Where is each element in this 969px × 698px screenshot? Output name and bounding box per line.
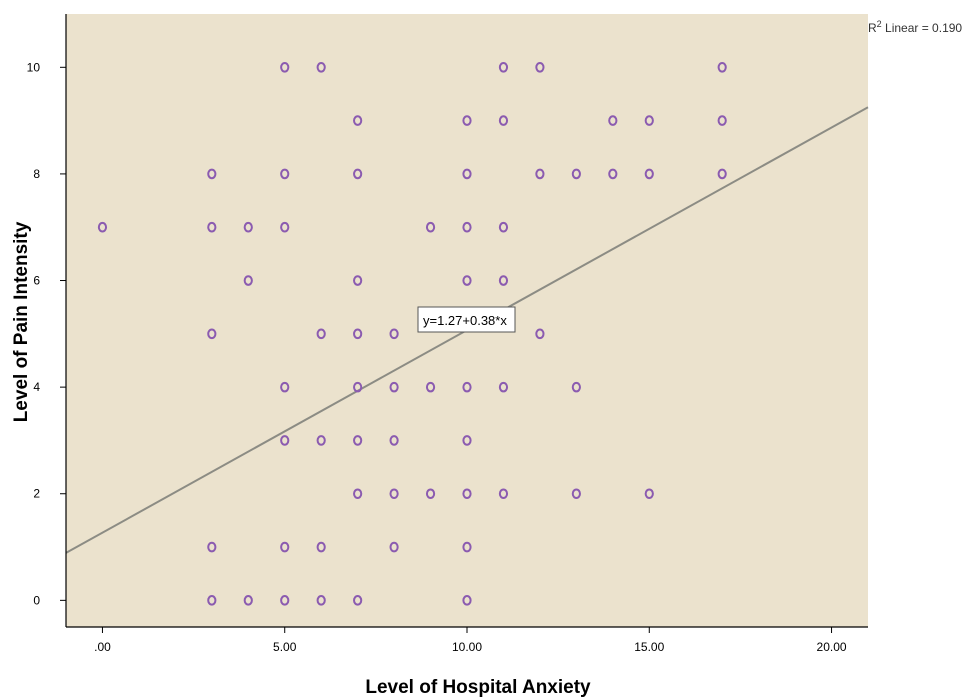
data-point [280, 595, 290, 606]
data-point [571, 168, 581, 180]
data-point [717, 62, 727, 73]
data-point [644, 168, 654, 180]
data-point [353, 275, 363, 286]
data-point [207, 541, 217, 553]
y-tick-label: 8 [33, 167, 40, 181]
data-point [243, 221, 253, 233]
data-point [535, 62, 545, 73]
data-point [389, 541, 399, 553]
data-point [353, 488, 363, 500]
data-point [498, 275, 509, 286]
data-points [97, 62, 727, 606]
data-point [462, 595, 472, 606]
data-point [644, 115, 654, 126]
data-point [280, 62, 290, 73]
data-point [498, 381, 509, 393]
data-point [389, 435, 399, 446]
data-point [608, 115, 618, 126]
data-point [425, 488, 436, 500]
data-point [462, 275, 472, 286]
data-point [498, 221, 509, 233]
data-point [353, 328, 363, 340]
x-tick-label: 15.00 [634, 640, 664, 654]
y-tick-label: 6 [33, 274, 40, 288]
data-point [462, 221, 472, 233]
x-tick-label: 20.00 [817, 640, 847, 654]
data-point [498, 488, 509, 500]
data-point [316, 595, 326, 606]
data-point [353, 595, 363, 606]
equation-text: y=1.27+0.38*x [423, 313, 507, 328]
data-point [316, 435, 326, 446]
x-tick-label: .00 [94, 640, 111, 654]
data-point [425, 381, 436, 393]
data-point [535, 328, 545, 340]
y-axis-title: Level of Pain Intensity [11, 221, 32, 422]
data-point [644, 488, 654, 500]
data-point [571, 488, 581, 500]
data-point [353, 381, 363, 393]
data-point [389, 488, 399, 500]
data-point [280, 168, 290, 180]
x-tick-label: 5.00 [273, 640, 297, 654]
data-point [316, 62, 326, 73]
y-tick-label: 4 [33, 380, 40, 394]
data-point [462, 115, 472, 126]
y-axis-ticks: 0 2 4 6 8 10 [27, 60, 66, 607]
data-point [498, 115, 509, 126]
y-tick-label: 10 [27, 60, 41, 74]
data-point [462, 435, 472, 446]
data-point [425, 221, 436, 233]
data-point [207, 221, 217, 233]
equation-label: y=1.27+0.38*x [417, 306, 516, 333]
r2-superscript: 2 [877, 19, 882, 29]
data-point [462, 168, 472, 180]
data-point [389, 381, 399, 393]
data-point [280, 221, 290, 233]
y-tick-label: 0 [33, 593, 40, 607]
data-point [608, 168, 618, 180]
data-point [280, 435, 290, 446]
data-point [462, 381, 472, 393]
r2-value: Linear = 0.190 [882, 21, 963, 35]
data-point [353, 115, 363, 126]
data-point [353, 435, 363, 446]
data-point [535, 168, 545, 180]
y-tick-label: 2 [33, 487, 40, 501]
r2-prefix: R [868, 21, 877, 35]
data-point [280, 541, 290, 553]
data-point [316, 541, 326, 553]
r2-legend: R2 Linear = 0.190 [868, 19, 962, 35]
data-point [207, 328, 217, 340]
data-point [316, 328, 326, 340]
x-tick-label: 10.00 [452, 640, 482, 654]
data-point [389, 328, 399, 340]
x-axis-ticks: .00 5.00 10.00 15.00 20.00 [94, 627, 847, 654]
data-point [243, 595, 253, 606]
data-point [462, 541, 472, 553]
data-point [207, 595, 217, 606]
data-point [353, 168, 363, 180]
data-point [571, 381, 581, 393]
data-point [207, 168, 217, 180]
x-axis-title: Level of Hospital Anxiety [365, 677, 591, 698]
data-point [717, 115, 727, 126]
data-point [498, 62, 509, 73]
data-point [717, 168, 727, 180]
data-point [243, 275, 253, 286]
data-point [97, 221, 108, 233]
data-point [280, 381, 290, 393]
data-point [462, 488, 472, 500]
